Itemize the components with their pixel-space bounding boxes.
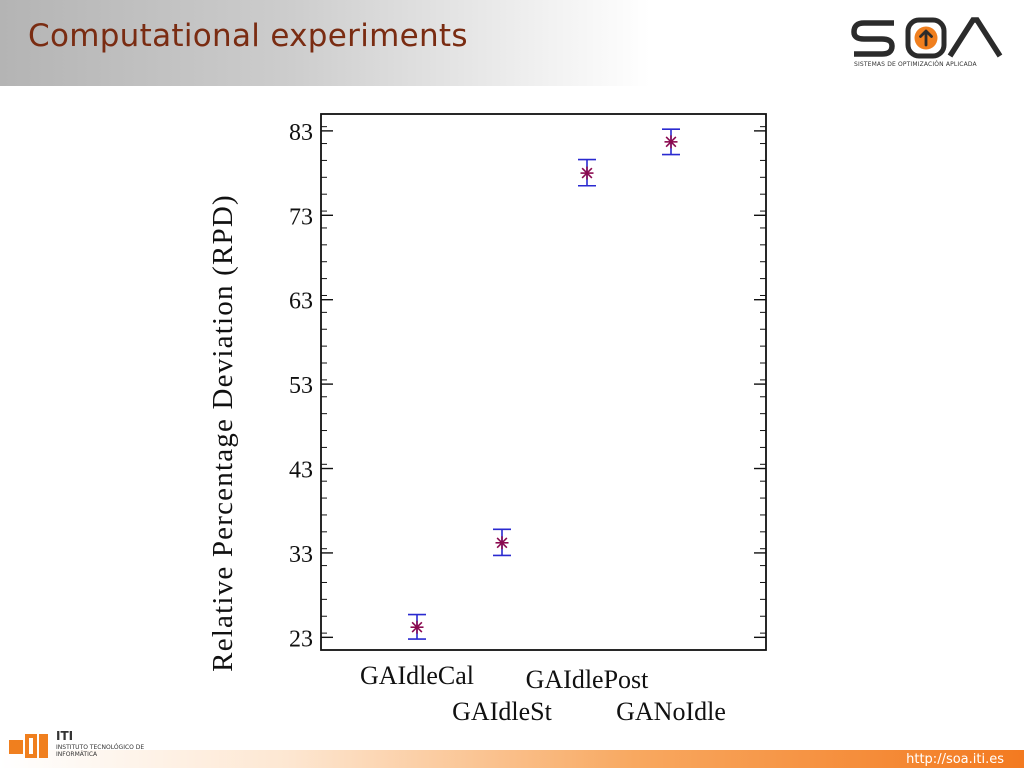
means-plot: 23 33 43 53 63 73 83 GAIdleCal GAIdleSt GAIdlePo… — [207, 113, 767, 726]
x-category-label: GAIdlePost — [526, 665, 650, 694]
iti-full-name: INSTITUTO TECNOLÓGICO DE INFORMÁTICA — [56, 744, 145, 758]
y-tick-label: 83 — [289, 120, 313, 146]
y-tick-label: 53 — [289, 373, 313, 399]
mean-markers — [410, 135, 678, 634]
mean-marker — [580, 166, 594, 180]
x-category-label: GAIdleCal — [360, 661, 474, 690]
y-tick-label: 43 — [289, 458, 313, 484]
y-tick-label: 23 — [289, 626, 313, 652]
soa-wordmark-graphic — [851, 17, 1003, 59]
y-axis-ticks — [321, 130, 766, 639]
x-axis-category-labels: GAIdleCal GAIdleSt GAIdlePost GANoIdle — [360, 661, 726, 726]
interval-bars — [408, 128, 680, 640]
y-tick-label: 63 — [289, 289, 313, 315]
soa-tagline: SISTEMAS DE OPTIMIZACIÓN APLICADA — [854, 61, 977, 68]
footer-band — [0, 750, 1024, 768]
title-band — [0, 0, 650, 86]
iti-name: ITI — [56, 729, 74, 743]
plot-frame — [320, 113, 767, 651]
iti-logo: ITI INSTITUTO TECNOLÓGICO DE INFORMÁTICA — [8, 729, 158, 765]
slide-title: Computational experiments — [28, 18, 468, 54]
y-axis-label: Relative Percentage Deviation (RPD) — [207, 194, 239, 672]
y-tick-label: 73 — [289, 204, 313, 230]
mean-marker — [410, 620, 424, 634]
y-axis-tick-labels: 23 33 43 53 63 73 83 — [289, 120, 313, 652]
iti-logo-icon — [9, 734, 48, 758]
y-axis-minor-ticks — [321, 126, 766, 651]
soa-logo: SISTEMAS DE OPTIMIZACIÓN APLICADA — [850, 14, 1010, 70]
x-category-label: GANoIdle — [616, 697, 726, 726]
plot-frame-group — [320, 113, 767, 651]
x-category-label: GAIdleSt — [452, 697, 552, 726]
y-tick-label: 33 — [289, 542, 313, 568]
mean-marker — [664, 135, 678, 149]
mean-marker — [495, 536, 509, 550]
footer-url-link[interactable]: http://soa.iti.es — [906, 752, 1004, 767]
